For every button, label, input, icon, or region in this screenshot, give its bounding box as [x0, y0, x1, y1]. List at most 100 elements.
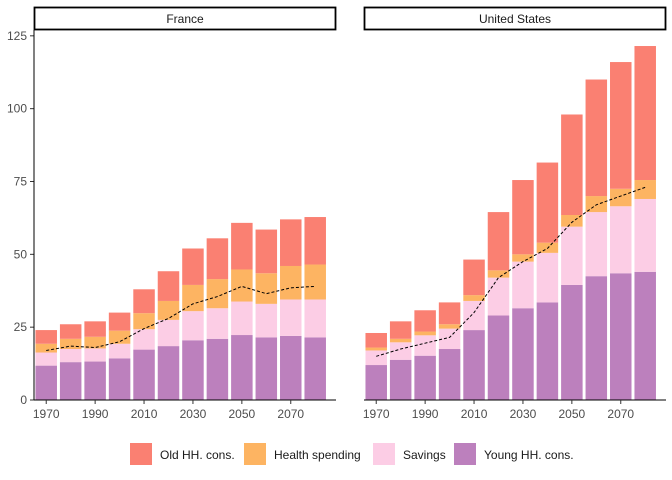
- bar-segment: [585, 276, 608, 400]
- bar-segment: [438, 349, 461, 400]
- bar-segment: [389, 338, 412, 343]
- bar-segment: [304, 264, 326, 300]
- legend-swatch: [244, 443, 266, 465]
- bar-segment: [231, 222, 253, 270]
- bar-segment: [365, 350, 387, 366]
- bar-segment: [255, 229, 278, 274]
- bar-segment: [487, 277, 510, 316]
- bar-segment: [414, 331, 436, 336]
- bar-segment: [133, 289, 155, 314]
- bar-segment: [84, 321, 106, 337]
- bar-segment: [487, 270, 510, 278]
- bar-segment: [84, 348, 106, 362]
- bar-segment: [182, 311, 204, 341]
- bar-segment: [634, 198, 656, 272]
- bar-segment: [463, 330, 485, 400]
- y-tick-label: 0: [20, 393, 27, 407]
- bar-segment: [365, 347, 387, 351]
- bar-segment: [536, 302, 559, 400]
- bar-segment: [59, 338, 82, 350]
- bar-segment: [561, 114, 583, 215]
- bar-segment: [157, 346, 180, 400]
- bar-segment: [438, 324, 461, 329]
- legend-swatch: [373, 443, 395, 465]
- bar-segment: [108, 343, 131, 359]
- facet-strip-label: United States: [479, 12, 551, 26]
- x-tick-label: 1970: [363, 407, 390, 421]
- dashed-trend-line: [46, 285, 316, 351]
- x-tick-label: 2010: [461, 407, 488, 421]
- bar-segment: [634, 46, 656, 181]
- x-tick-label: 2050: [559, 407, 586, 421]
- x-tick-label: 2070: [277, 407, 304, 421]
- bar-segment: [463, 259, 485, 296]
- y-tick-label: 25: [14, 320, 28, 334]
- bar-segment: [231, 301, 253, 336]
- bar-segment: [438, 328, 461, 350]
- bar-segment: [487, 212, 510, 271]
- bar-segment: [35, 343, 57, 353]
- legend-label: Health spending: [274, 448, 361, 462]
- bar-segment: [182, 284, 204, 312]
- bar-segment: [280, 335, 302, 400]
- bar-segment: [157, 271, 180, 301]
- x-tick-label: 1990: [412, 407, 439, 421]
- y-tick-label: 50: [14, 247, 28, 261]
- x-tick-label: 1970: [33, 407, 60, 421]
- x-tick-label: 2030: [180, 407, 207, 421]
- bar-segment: [133, 329, 155, 350]
- x-tick-label: 2070: [607, 407, 634, 421]
- bar-segment: [304, 337, 326, 400]
- bar-segment: [610, 206, 632, 274]
- bar-segment: [365, 332, 387, 348]
- legend-label: Young HH. cons.: [484, 448, 574, 462]
- bar-segment: [231, 269, 253, 302]
- bar-segment: [280, 219, 302, 266]
- dashed-trend-line: [376, 186, 646, 357]
- bar-segment: [255, 273, 278, 304]
- bar-segment: [365, 365, 387, 400]
- bar-segment: [610, 273, 632, 400]
- bar-segment: [280, 265, 302, 300]
- y-tick-label: 75: [14, 174, 28, 188]
- bar-segment: [389, 342, 412, 360]
- bar-segment: [108, 330, 131, 344]
- bar-segment: [610, 188, 632, 207]
- bar-segment: [414, 310, 436, 332]
- bar-segment: [182, 248, 204, 285]
- bar-segment: [463, 300, 485, 331]
- bar-segment: [157, 319, 180, 347]
- bar-segment: [35, 365, 57, 400]
- legend-label: Savings: [403, 448, 446, 462]
- y-tick-label: 125: [7, 29, 27, 43]
- bar-segment: [35, 352, 57, 366]
- bar-segment: [634, 271, 656, 400]
- bar-segment: [561, 284, 583, 400]
- bar-segment: [59, 362, 82, 400]
- bar-segment: [536, 162, 559, 243]
- bar-segment: [512, 180, 534, 255]
- x-tick-label: 1990: [82, 407, 109, 421]
- bar-segment: [280, 299, 302, 336]
- x-tick-label: 2010: [131, 407, 158, 421]
- bar-segment: [585, 196, 608, 213]
- bar-segment: [634, 180, 656, 199]
- bar-segment: [206, 279, 229, 309]
- bar-segment: [133, 349, 155, 400]
- bar-segment: [255, 337, 278, 400]
- bar-segment: [438, 302, 461, 325]
- facet-strip: [33, 6, 337, 31]
- bar-segment: [59, 349, 82, 363]
- bar-segment: [512, 308, 534, 400]
- bar-segment: [206, 238, 229, 280]
- bar-segment: [414, 335, 436, 356]
- bar-segment: [389, 321, 412, 339]
- bar-segment: [84, 361, 106, 400]
- bar-segment: [585, 79, 608, 197]
- bar-segment: [414, 355, 436, 400]
- legend-swatch: [454, 443, 476, 465]
- bar-segment: [157, 300, 180, 320]
- bar-segment: [59, 324, 82, 339]
- bar-segment: [108, 312, 131, 331]
